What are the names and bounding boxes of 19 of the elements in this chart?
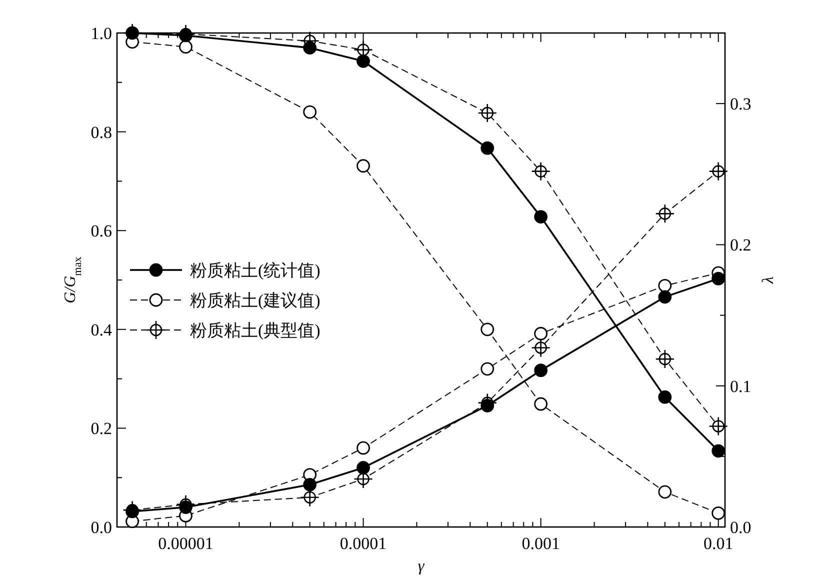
x-axis-title: γ — [418, 558, 425, 575]
legend-label: 粉质粘土(典型值) — [190, 321, 320, 340]
x-tick-label: 0.00001 — [158, 534, 214, 553]
x-tick-label: 0.001 — [522, 534, 560, 553]
y-tick-label: 0.8 — [90, 122, 112, 142]
legend-label: 粉质粘土(统计值) — [190, 261, 320, 280]
legend-label: 粉质粘土(建议值) — [190, 291, 320, 310]
y-tick-label: 0.2 — [90, 419, 112, 438]
x-tick-label: 0.01 — [703, 534, 734, 553]
y2-tick-label: 0.2 — [730, 236, 752, 255]
y2-tick-label: 0.0 — [730, 518, 752, 537]
y2-tick-label: 0.3 — [730, 94, 752, 114]
y2-axis-title: λ — [760, 276, 777, 284]
y2-tick-label: 0.1 — [730, 376, 752, 396]
y-tick-label: 0.0 — [90, 518, 112, 537]
y-tick-label: 1.0 — [90, 24, 112, 43]
y-tick-label: 0.4 — [90, 320, 112, 340]
x-tick-label: 0.0001 — [340, 534, 387, 553]
y-tick-label: 0.6 — [90, 222, 112, 241]
